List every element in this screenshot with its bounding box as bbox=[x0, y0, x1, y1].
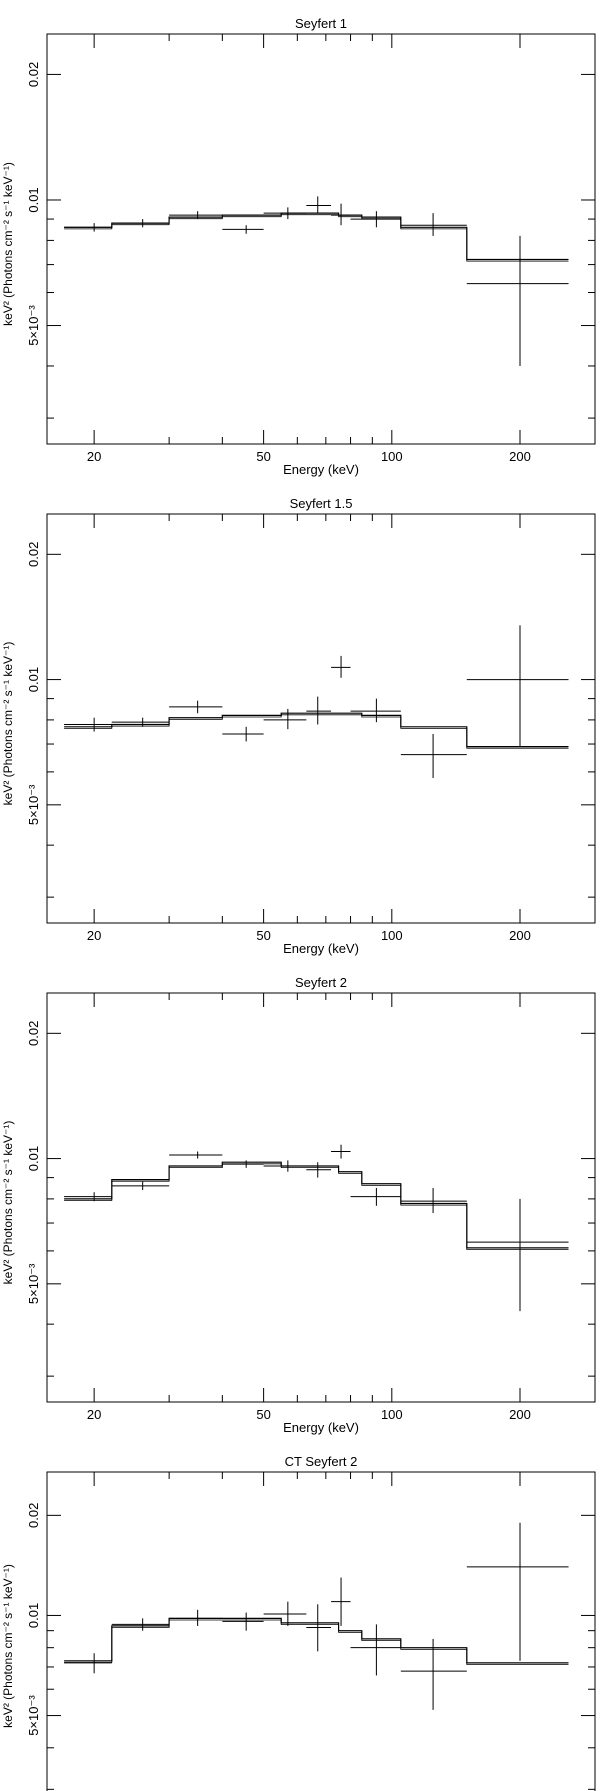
data-point bbox=[350, 1187, 401, 1206]
model-step-line bbox=[64, 212, 569, 261]
data-point bbox=[400, 733, 467, 779]
y-tick-label: 5×10⁻³ bbox=[26, 1695, 41, 1736]
x-tick-label: 200 bbox=[509, 1407, 531, 1422]
y-tick-label: 0.01 bbox=[26, 1603, 41, 1628]
x-axis-label: Energy (keV) bbox=[283, 1420, 359, 1435]
data-point bbox=[169, 700, 223, 714]
data-point bbox=[222, 726, 264, 742]
x-tick-label: 200 bbox=[509, 928, 531, 943]
data-point bbox=[263, 708, 307, 730]
data-point bbox=[331, 1577, 351, 1626]
data-point bbox=[111, 717, 170, 727]
plot-frame bbox=[46, 33, 596, 445]
y-axis-label: keV² (Photons cm⁻² s⁻¹ keV⁻¹) bbox=[1, 162, 15, 326]
data-point bbox=[169, 211, 223, 220]
y-tick-label: 0.02 bbox=[26, 1503, 41, 1528]
y-tick-label: 0.01 bbox=[26, 1146, 41, 1171]
data-point bbox=[263, 1160, 307, 1172]
x-tick-label: 20 bbox=[87, 449, 101, 464]
chart-panel: CT Seyfert 2 5×10⁻³ 0.01 0.02 keV² (Photons … bbox=[1, 1454, 596, 1791]
y-axis-label: keV² (Photons cm⁻² s⁻¹ keV⁻¹) bbox=[1, 1564, 15, 1728]
x-tick-label: 50 bbox=[256, 928, 270, 943]
y-axis-label: keV² (Photons cm⁻² s⁻¹ keV⁻¹) bbox=[1, 642, 15, 806]
x-tick-label: 100 bbox=[381, 449, 403, 464]
model-step-line-secondary bbox=[64, 1619, 569, 1665]
model-step-line-secondary bbox=[64, 714, 569, 749]
data-point bbox=[466, 235, 569, 366]
x-tick-label: 50 bbox=[256, 1407, 270, 1422]
model-step-line bbox=[64, 1161, 569, 1249]
data-point bbox=[169, 1151, 223, 1159]
chart-panel: Seyfert 1.5 20 50 100 200 Energy (keV) 5×10⁻³ 0… bbox=[1, 496, 596, 956]
y-tick-label: 0.02 bbox=[26, 62, 41, 87]
chart-panel: Seyfert 2 20 50 100 200 Energy (keV) 5×10⁻³ 0.0… bbox=[1, 975, 596, 1435]
data-point bbox=[222, 1612, 264, 1631]
data-point bbox=[64, 1653, 112, 1674]
data-point bbox=[466, 1198, 569, 1312]
y-tick-label: 5×10⁻³ bbox=[26, 305, 41, 346]
data-point bbox=[331, 1144, 351, 1159]
y-tick-label: 0.02 bbox=[26, 1021, 41, 1046]
model-step-line bbox=[64, 712, 569, 748]
y-axis-label: keV² (Photons cm⁻² s⁻¹ keV⁻¹) bbox=[1, 1121, 15, 1285]
x-tick-label: 20 bbox=[87, 928, 101, 943]
model-step-line-secondary bbox=[64, 214, 569, 262]
data-point bbox=[306, 196, 332, 214]
data-point bbox=[169, 1609, 223, 1626]
data-point bbox=[64, 1192, 112, 1202]
data-point bbox=[306, 1604, 332, 1652]
model-step-line bbox=[64, 1617, 569, 1664]
data-point bbox=[111, 219, 170, 228]
x-tick-label: 50 bbox=[256, 449, 270, 464]
chart-title: Seyfert 1.5 bbox=[290, 496, 353, 511]
x-tick-label: 100 bbox=[381, 928, 403, 943]
y-tick-label: 0.01 bbox=[26, 667, 41, 692]
data-point bbox=[111, 1618, 170, 1631]
data-point bbox=[222, 1160, 264, 1168]
x-tick-label: 200 bbox=[509, 449, 531, 464]
chart-title: Seyfert 1 bbox=[295, 16, 347, 31]
data-point bbox=[263, 1601, 307, 1626]
x-axis-label: Energy (keV) bbox=[283, 462, 359, 477]
data-point bbox=[350, 698, 401, 723]
y-tick-label: 0.01 bbox=[26, 187, 41, 212]
chart-title: Seyfert 2 bbox=[295, 975, 347, 990]
y-tick-label: 5×10⁻³ bbox=[26, 1263, 41, 1304]
data-point bbox=[350, 1624, 401, 1676]
chart-title: CT Seyfert 2 bbox=[285, 1454, 358, 1469]
plot-frame bbox=[46, 513, 596, 924]
data-point bbox=[263, 207, 307, 220]
y-tick-label: 5×10⁻³ bbox=[26, 784, 41, 825]
data-point bbox=[331, 203, 351, 226]
data-point bbox=[306, 1162, 332, 1178]
chart-panel: Seyfert 1 20 50 100 200 Energy (keV) 5×10⁻³ 0.0… bbox=[1, 16, 596, 477]
plot-frame bbox=[46, 992, 596, 1403]
data-point bbox=[400, 1187, 467, 1213]
data-point bbox=[400, 213, 467, 236]
data-point bbox=[222, 225, 264, 234]
data-point bbox=[306, 696, 332, 725]
x-tick-label: 100 bbox=[381, 1407, 403, 1422]
data-point bbox=[331, 655, 351, 678]
x-axis-label: Energy (keV) bbox=[283, 941, 359, 956]
data-point bbox=[466, 625, 569, 747]
data-point bbox=[466, 1522, 569, 1661]
y-tick-label: 0.02 bbox=[26, 542, 41, 567]
data-point bbox=[111, 1181, 170, 1191]
data-point bbox=[64, 223, 112, 232]
x-tick-label: 20 bbox=[87, 1407, 101, 1422]
plot-frame bbox=[46, 1471, 596, 1791]
data-point bbox=[400, 1638, 467, 1710]
data-point bbox=[350, 211, 401, 228]
data-point bbox=[64, 717, 112, 732]
model-step-line-secondary bbox=[64, 1163, 569, 1250]
